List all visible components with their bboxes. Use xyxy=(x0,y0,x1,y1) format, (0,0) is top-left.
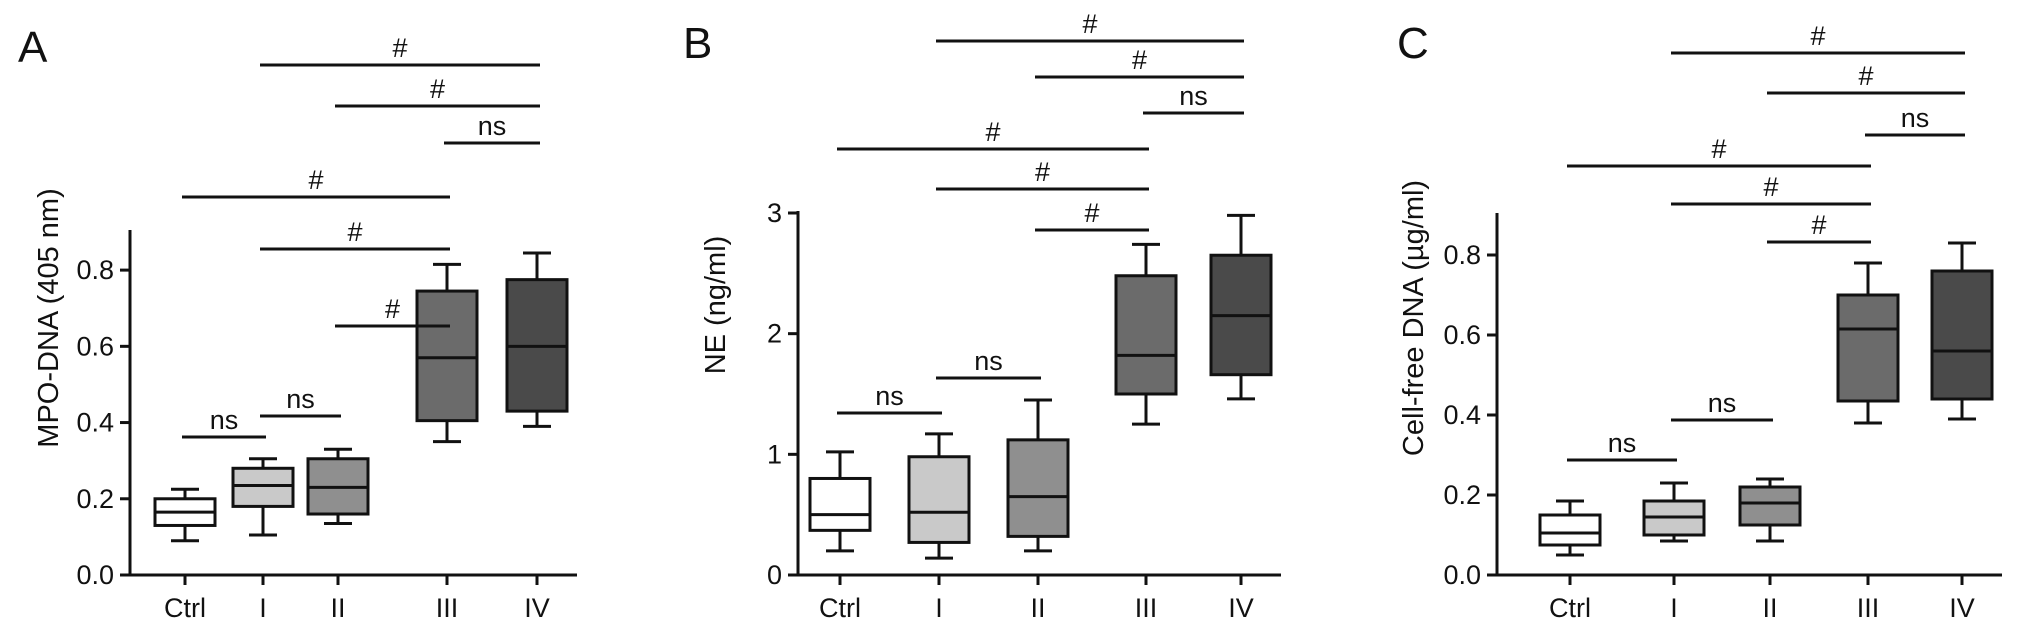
panel-c: C Cell-free DNA (µg/ml) 0.0 0.2 0.4 0.6 0.8 C… xyxy=(1397,19,2002,623)
significance-label: # xyxy=(1858,61,1873,91)
box-ctrl xyxy=(1538,499,1602,557)
y-tick-label: 3 xyxy=(767,198,782,228)
x-tick-label: IV xyxy=(1228,593,1254,623)
iqr-box xyxy=(415,289,479,423)
y-tick-label: 1 xyxy=(767,439,782,469)
x-tick-label: III xyxy=(1135,593,1158,623)
significance-label: ns xyxy=(1708,388,1737,418)
significance-label: # xyxy=(985,117,1000,147)
box-ii xyxy=(1006,398,1070,553)
box-iii xyxy=(1114,242,1178,426)
y-tick-label: 0.2 xyxy=(76,484,114,514)
significance-label: # xyxy=(1132,45,1147,75)
significance-label: # xyxy=(1035,157,1050,187)
x-tick-label: I xyxy=(935,593,943,623)
significance-label: ns xyxy=(286,384,315,414)
iqr-box xyxy=(1006,438,1070,538)
box-i xyxy=(231,457,295,537)
y-axis-title: MPO-DNA (405 nm) xyxy=(33,188,65,447)
box-iv xyxy=(1930,241,1994,421)
y-tick-label: 0.6 xyxy=(76,331,114,361)
x-tick-label: I xyxy=(259,593,267,623)
box-iii xyxy=(415,262,479,444)
iqr-box xyxy=(231,466,295,508)
panel-letter: B xyxy=(683,19,712,68)
significance-label: ns xyxy=(210,405,239,435)
y-tick-label: 0.2 xyxy=(1443,480,1481,510)
significance-label: # xyxy=(1763,172,1778,202)
significance-label: # xyxy=(392,33,407,63)
x-tick-label: Ctrl xyxy=(1549,593,1591,623)
box-ii xyxy=(1738,477,1802,543)
y-tick-label: 0.0 xyxy=(1443,560,1481,590)
box-ctrl xyxy=(153,487,217,543)
x-tick-label: III xyxy=(436,593,459,623)
iqr-box xyxy=(1836,293,1900,403)
significance-label: ns xyxy=(478,111,507,141)
significance-label: ns xyxy=(974,346,1003,376)
x-tick-label: II xyxy=(330,593,345,623)
iqr-box xyxy=(1114,274,1178,396)
significance-label: # xyxy=(308,165,323,195)
y-tick-label: 2 xyxy=(767,319,782,349)
panel-letter: A xyxy=(18,23,48,72)
x-tick-label: IV xyxy=(1949,593,1975,623)
y-tick-label: 0.6 xyxy=(1443,320,1481,350)
significance-label: # xyxy=(1082,9,1097,39)
iqr-box xyxy=(907,455,971,544)
significance-label: ns xyxy=(875,381,904,411)
significance-label: ns xyxy=(1179,81,1208,111)
box-ctrl xyxy=(808,450,872,553)
y-axis-title: NE (ng/ml) xyxy=(700,236,732,375)
y-tick-label: 0.4 xyxy=(76,408,114,438)
significance-label: # xyxy=(430,74,445,104)
x-tick-label: Ctrl xyxy=(819,593,861,623)
significance-label: ns xyxy=(1608,428,1637,458)
significance-label: # xyxy=(1810,21,1825,51)
panel-letter: C xyxy=(1397,19,1429,68)
x-tick-label: I xyxy=(1670,593,1678,623)
y-axis-title: Cell-free DNA (µg/ml) xyxy=(1398,180,1430,456)
x-tick-label: II xyxy=(1762,593,1777,623)
significance-label: # xyxy=(1084,198,1099,228)
significance-label: # xyxy=(385,294,400,324)
significance-label: # xyxy=(1811,210,1826,240)
x-tick-label: IV xyxy=(524,593,550,623)
x-tick-label: Ctrl xyxy=(164,593,206,623)
y-tick-label: 0.0 xyxy=(76,560,114,590)
x-tick-label: II xyxy=(1030,593,1045,623)
significance-label: # xyxy=(1711,134,1726,164)
iqr-box xyxy=(1538,513,1602,547)
box-i xyxy=(907,432,971,560)
y-tick-label: 0.8 xyxy=(76,255,114,285)
y-tick-label: 0.4 xyxy=(1443,400,1481,430)
box-i xyxy=(1642,481,1706,543)
significance-label: ns xyxy=(1901,103,1930,133)
significance-label: # xyxy=(347,217,362,247)
box-ii xyxy=(306,447,370,526)
iqr-box xyxy=(1738,485,1802,527)
y-tick-label: 0 xyxy=(767,560,782,590)
x-tick-label: III xyxy=(1857,593,1880,623)
box-iv xyxy=(505,251,569,428)
box-iii xyxy=(1836,261,1900,425)
box-iv xyxy=(1209,213,1273,401)
y-tick-label: 0.8 xyxy=(1443,240,1481,270)
iqr-box xyxy=(808,476,872,532)
iqr-box xyxy=(1930,269,1994,401)
